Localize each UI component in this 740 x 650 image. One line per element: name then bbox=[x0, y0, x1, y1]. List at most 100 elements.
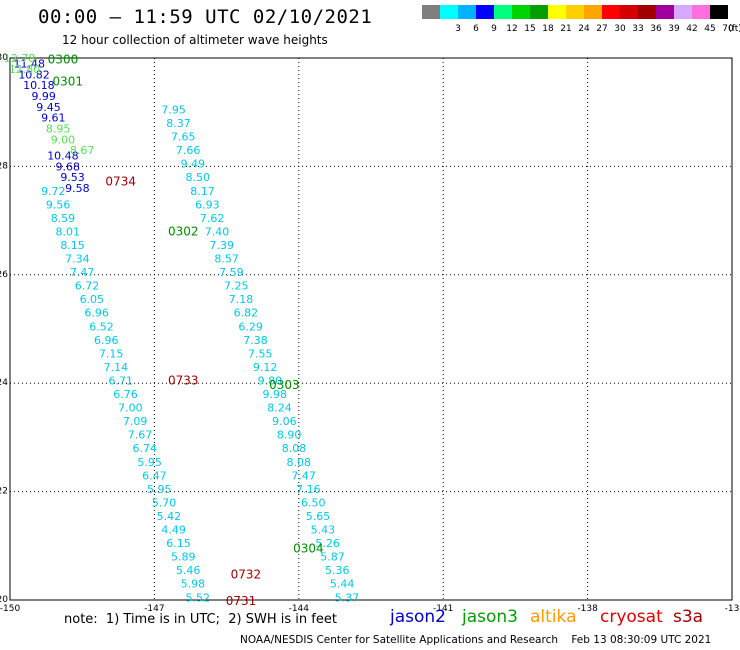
wave-height-value: 12.80 bbox=[9, 63, 41, 76]
wave-height-value: 4.49 bbox=[161, 524, 186, 537]
wave-height-value: 5.70 bbox=[152, 496, 177, 509]
wave-height-value: 5.26 bbox=[315, 537, 340, 550]
wave-height-value: 5.37 bbox=[335, 591, 360, 604]
wave-height-value: 8.08 bbox=[287, 456, 312, 469]
footnote: note: 1) Time is in UTC; 2) SWH is in fe… bbox=[64, 612, 337, 627]
legend-swatch-label: 30 bbox=[614, 24, 626, 34]
legend-swatch-label: 6 bbox=[473, 24, 479, 34]
wave-height-value: 8.37 bbox=[166, 117, 191, 130]
wave-height-value: 9.56 bbox=[46, 198, 71, 211]
wave-height-value: 6.50 bbox=[301, 496, 326, 509]
wave-height-value: 6.76 bbox=[113, 388, 138, 401]
wave-height-value: 5.65 bbox=[306, 510, 331, 523]
legend-swatch bbox=[602, 5, 620, 19]
pass-time-label: 0302 bbox=[168, 224, 199, 238]
legend-swatch-label: 3 bbox=[455, 24, 461, 34]
legend-jason2: jason2 bbox=[390, 607, 446, 627]
legend-swatch-label: 15 bbox=[524, 24, 536, 34]
legend-swatch bbox=[566, 5, 584, 19]
wave-height-value: 5.87 bbox=[320, 551, 345, 564]
wave-height-value: 8.90 bbox=[277, 429, 302, 442]
wave-height-value: 5.42 bbox=[157, 510, 182, 523]
map-title: 00:00 – 11:59 UTC 02/10/2021 bbox=[38, 6, 373, 28]
legend-swatch-label: 12 bbox=[506, 24, 518, 34]
legend-swatch-label: 45 bbox=[704, 24, 716, 34]
wave-height-value: 9.61 bbox=[41, 112, 66, 125]
legend-s3a: s3a bbox=[673, 607, 704, 627]
map-frame bbox=[9, 57, 733, 601]
wave-height-value: 6.96 bbox=[84, 307, 109, 320]
wave-height-value: 6.71 bbox=[108, 374, 133, 387]
legend-swatch-label: 21 bbox=[560, 24, 572, 34]
legend-swatch-label: 42 bbox=[686, 24, 698, 34]
wave-height-value: 8.67 bbox=[70, 144, 95, 157]
wave-height-value: 9.72 bbox=[41, 185, 66, 198]
wave-height-value: 7.66 bbox=[176, 144, 201, 157]
wave-height-value: 7.47 bbox=[70, 266, 95, 279]
legend-jason3: jason3 bbox=[462, 607, 518, 627]
legend-swatch bbox=[494, 5, 512, 19]
wave-height-value: 9.68 bbox=[56, 160, 81, 173]
wave-height-value: 6.96 bbox=[94, 334, 119, 347]
wave-height-value: 5.89 bbox=[171, 551, 196, 564]
wave-height-value: 9.99 bbox=[31, 90, 56, 103]
legend-swatch bbox=[656, 5, 674, 19]
wave-height-value: 9.45 bbox=[36, 101, 61, 114]
x-tick-label: -144 bbox=[289, 604, 310, 614]
wave-height-value: 7.18 bbox=[229, 293, 254, 306]
pass-time-label: 0734 bbox=[105, 175, 136, 189]
wave-height-value: 5.95 bbox=[137, 456, 162, 469]
wave-height-value: 7.95 bbox=[161, 103, 186, 116]
wave-height-value: 6.29 bbox=[238, 320, 263, 333]
wave-height-value: 9.06 bbox=[272, 415, 297, 428]
wave-height-value: 6.05 bbox=[80, 293, 105, 306]
pass-time-label: 0301 bbox=[52, 74, 83, 88]
x-tick-label: -141 bbox=[433, 604, 453, 614]
y-tick-label: 22 bbox=[0, 487, 8, 497]
wave-height-value: 8.95 bbox=[46, 122, 71, 135]
wave-height-value: 8.24 bbox=[267, 402, 292, 415]
wave-height-value: 7.16 bbox=[296, 483, 321, 496]
wave-height-value: 8.15 bbox=[60, 239, 85, 252]
wave-height-value: 6.15 bbox=[166, 537, 191, 550]
legend-swatch bbox=[530, 5, 548, 19]
map-subtitle: 12 hour collection of altimeter wave hei… bbox=[62, 33, 328, 47]
wave-height-value: 7.38 bbox=[243, 334, 268, 347]
wave-height-value: 10.48 bbox=[47, 150, 79, 163]
legend-swatch bbox=[638, 5, 656, 19]
credit-line: NOAA/NESDIS Center for Satellite Applica… bbox=[240, 634, 712, 646]
legend-swatch bbox=[422, 5, 440, 19]
pass-time-label: 0303 bbox=[269, 378, 300, 392]
wave-height-value: 8.01 bbox=[56, 225, 81, 238]
wave-height-value: 9.53 bbox=[60, 171, 85, 184]
wave-height-value: 7.62 bbox=[200, 212, 225, 225]
wave-height-value: 7.15 bbox=[99, 347, 124, 360]
wave-height-value: 8.08 bbox=[282, 442, 307, 455]
wave-height-value: 7.34 bbox=[65, 253, 90, 266]
wave-height-value: 7.59 bbox=[219, 266, 244, 279]
wave-height-value: 5.52 bbox=[185, 591, 210, 604]
legend-swatch bbox=[584, 5, 602, 19]
wave-height-value: 5.46 bbox=[176, 564, 201, 577]
wave-height-value: 9.12 bbox=[253, 361, 278, 374]
legend-swatch-label: 9 bbox=[491, 24, 497, 34]
wave-height-value: 7.55 bbox=[248, 347, 273, 360]
wave-height-value: 9.58 bbox=[65, 182, 90, 195]
y-tick-label: 20 bbox=[0, 595, 8, 605]
pass-time-label: 0733 bbox=[168, 373, 199, 387]
wave-height-value: 6.72 bbox=[75, 280, 100, 293]
wave-height-value: 5.44 bbox=[330, 578, 355, 591]
wave-height-value: 10.18 bbox=[23, 79, 55, 92]
legend-swatch-label: 70 bbox=[722, 24, 734, 34]
legend-swatch-label: 33 bbox=[632, 24, 644, 34]
wave-height-value: 8.57 bbox=[214, 253, 239, 266]
legend-swatch bbox=[710, 5, 728, 19]
wave-height-value: 6.93 bbox=[195, 198, 220, 211]
legend-swatch bbox=[674, 5, 692, 19]
wave-height-value: 7.09 bbox=[123, 415, 148, 428]
x-tick-label: -13 bbox=[725, 604, 740, 614]
wave-height-value: 7.25 bbox=[224, 280, 249, 293]
wave-height-value: 7.65 bbox=[171, 131, 196, 144]
wave-height-value: 5.43 bbox=[311, 524, 336, 537]
wave-height-value: 5.98 bbox=[181, 578, 206, 591]
